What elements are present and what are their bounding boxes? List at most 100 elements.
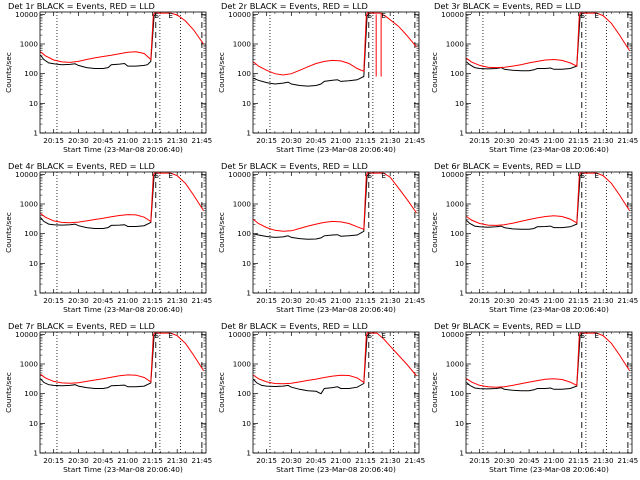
x-axis-label: Start Time (23-Mar-08 20:06:40) [276, 305, 396, 314]
x-tick-label: 21:15 [142, 296, 163, 305]
y-tick-label: 100 [24, 229, 38, 238]
y-tick-label: 10 [242, 419, 252, 428]
x-tick-label: 20:45 [93, 456, 114, 465]
x-tick-label: 21:15 [568, 136, 589, 145]
y-tick-label: 1000 [233, 200, 252, 209]
attenuator-label: E [168, 331, 173, 340]
x-tick-label: 21:00 [330, 296, 351, 305]
y-tick-label: 1000 [446, 40, 465, 49]
y-tick-label: 10000 [15, 330, 38, 339]
axes-frame [39, 11, 207, 134]
axes-frame [39, 171, 207, 294]
chart-svg: Det 6r BLACK = Events, RED = LLD 1 10 100 10… [430, 161, 638, 314]
y-axis-label: Counts/sec [430, 212, 439, 253]
x-tick-label: 21:15 [142, 136, 163, 145]
x-tick-label: 21:45 [192, 456, 213, 465]
x-tick-label: 20:45 [519, 296, 540, 305]
lld-series-line [253, 172, 417, 232]
x-tick-label: 21:30 [593, 456, 614, 465]
x-tick-label: 20:30 [68, 456, 89, 465]
lld-series-line [40, 172, 204, 224]
x-tick-label: 20:45 [519, 456, 540, 465]
chart-title: Det 8r BLACK = Events, RED = LLD [221, 321, 368, 331]
events-series-line [40, 13, 157, 69]
y-tick-label: 1000 [233, 360, 252, 369]
axes-frame [465, 171, 633, 294]
y-tick-label: 10 [242, 99, 252, 108]
chart-svg: Det 8r BLACK = Events, RED = LLD 1 10 100 10… [217, 321, 426, 474]
chart-panel: Det 9r BLACK = Events, RED = LLD 1 10 100 10… [426, 320, 639, 480]
x-tick-label: 21:00 [117, 136, 138, 145]
y-axis-label: Counts/sec [4, 52, 13, 93]
x-tick-label: 20:45 [306, 296, 327, 305]
y-tick-label: 1000 [20, 40, 39, 49]
y-tick-label: 1 [246, 449, 251, 458]
y-tick-label: 10 [242, 259, 252, 268]
y-tick-label: 10000 [15, 10, 38, 19]
x-tick-label: 20:15 [43, 456, 64, 465]
x-tick-label: 21:45 [405, 136, 426, 145]
axes-frame [465, 331, 633, 454]
attenuator-label: S [154, 331, 159, 340]
y-tick-label: 10000 [441, 330, 464, 339]
x-tick-label: 21:15 [355, 456, 376, 465]
lld-series-line [253, 12, 417, 76]
x-tick-label: 20:15 [469, 136, 490, 145]
attenuator-label: E [381, 331, 386, 340]
x-tick-label: 21:45 [192, 296, 213, 305]
x-axis-label: Start Time (23-Mar-08 20:06:40) [63, 145, 183, 154]
attenuator-label: E [594, 171, 599, 180]
y-tick-label: 100 [450, 69, 464, 78]
y-axis-label: Counts/sec [4, 212, 13, 253]
x-tick-label: 20:45 [519, 136, 540, 145]
x-tick-label: 21:00 [330, 136, 351, 145]
x-tick-label: 21:15 [142, 456, 163, 465]
y-tick-label: 10000 [441, 10, 464, 19]
y-tick-label: 10 [29, 419, 39, 428]
x-axis-label: Start Time (23-Mar-08 20:06:40) [276, 465, 396, 474]
x-tick-label: 21:45 [405, 456, 426, 465]
y-tick-label: 100 [237, 389, 251, 398]
x-tick-label: 20:45 [93, 296, 114, 305]
y-tick-label: 1 [33, 289, 38, 298]
x-tick-label: 21:15 [568, 456, 589, 465]
y-tick-label: 1 [459, 449, 464, 458]
y-axis-label: Counts/sec [4, 372, 13, 413]
axes-frame [252, 171, 420, 294]
attenuator-label: E [594, 331, 599, 340]
x-tick-label: 21:45 [618, 136, 639, 145]
chart-panel: Det 4r BLACK = Events, RED = LLD 1 10 100 10… [0, 160, 213, 320]
chart-title: Det 1r BLACK = Events, RED = LLD [8, 1, 155, 11]
axes-frame [252, 11, 420, 134]
attenuator-label: S [580, 331, 585, 340]
y-tick-label: 100 [237, 229, 251, 238]
x-tick-label: 21:00 [117, 456, 138, 465]
y-tick-label: 1000 [446, 360, 465, 369]
x-tick-label: 21:45 [192, 136, 213, 145]
x-axis-label: Start Time (23-Mar-08 20:06:40) [489, 305, 609, 314]
x-tick-label: 21:30 [167, 136, 188, 145]
x-tick-label: 20:30 [494, 136, 515, 145]
y-tick-label: 10 [29, 99, 39, 108]
y-tick-label: 10000 [228, 330, 251, 339]
attenuator-label: E [381, 11, 386, 20]
y-axis-label: Counts/sec [430, 52, 439, 93]
y-tick-label: 100 [450, 389, 464, 398]
chart-title: Det 9r BLACK = Events, RED = LLD [434, 321, 581, 331]
x-tick-label: 20:30 [281, 296, 302, 305]
chart-svg: Det 9r BLACK = Events, RED = LLD 1 10 100 10… [430, 321, 638, 474]
attenuator-label: S [154, 11, 159, 20]
x-tick-label: 20:30 [281, 136, 302, 145]
x-tick-label: 21:30 [593, 296, 614, 305]
x-tick-label: 20:45 [93, 136, 114, 145]
attenuator-label: E [381, 171, 386, 180]
chart-panel: Det 3r BLACK = Events, RED = LLD 1 10 100 10… [426, 0, 639, 160]
x-tick-label: 21:00 [543, 456, 564, 465]
y-tick-label: 1 [33, 449, 38, 458]
x-tick-label: 21:30 [380, 136, 401, 145]
x-tick-label: 21:30 [167, 296, 188, 305]
x-tick-label: 21:15 [355, 136, 376, 145]
chart-panel: Det 7r BLACK = Events, RED = LLD 1 10 100 10… [0, 320, 213, 480]
y-tick-label: 10000 [228, 10, 251, 19]
